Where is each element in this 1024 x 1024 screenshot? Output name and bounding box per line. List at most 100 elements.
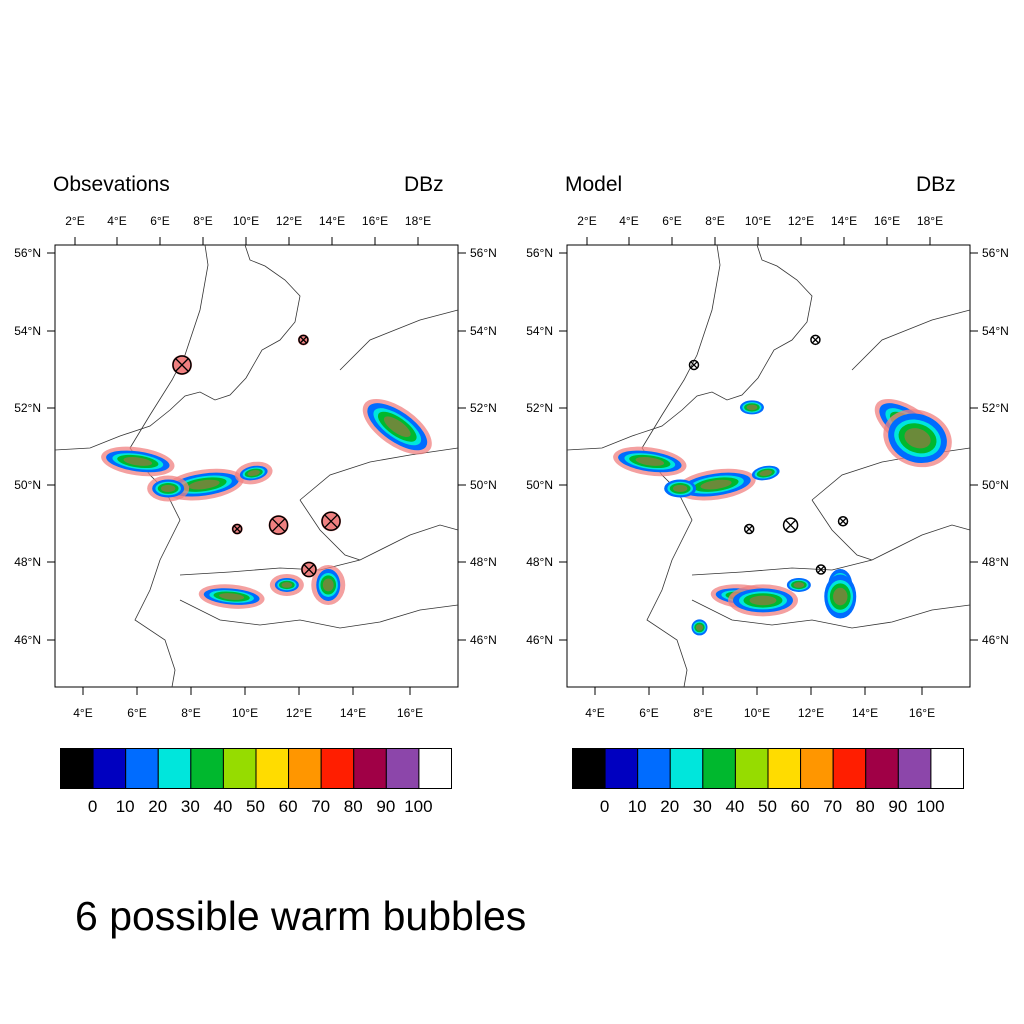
colorbar-swatch: [418, 748, 452, 789]
observations-panel: Obsevations DBz 2°E 4°E 6°E 8°E 10°E 12°E 14°E…: [14, 173, 497, 821]
units-label: DBz: [916, 173, 956, 196]
cell-dbz-core: [759, 470, 772, 476]
colorbar-swatch: [353, 748, 387, 789]
lat-label-left: 46°N: [14, 633, 41, 647]
lat-label-left: 56°N: [526, 246, 553, 260]
colorbar-swatch: [930, 748, 964, 789]
colorbar-tick-label: 90: [888, 797, 908, 816]
panel-title: Obsevations: [53, 173, 170, 196]
radar-cell: [101, 446, 175, 477]
lon-label-top: 6°E: [150, 214, 169, 228]
lat-label-right: 56°N: [982, 246, 1009, 260]
border-line: [851, 309, 971, 371]
lon-label-bottom: 16°E: [397, 706, 423, 720]
lat-label-right: 56°N: [470, 246, 497, 260]
warm-bubble-marker: [231, 523, 243, 535]
colorbar-tick-label: 30: [692, 797, 712, 816]
colorbar-swatch: [255, 748, 290, 789]
colorbar-tick-label: 100: [404, 797, 433, 816]
colorbar-tick-label: 70: [823, 797, 843, 816]
lon-label-top: 18°E: [917, 214, 943, 228]
lat-label-right: 50°N: [470, 478, 497, 492]
lon-label-top: 10°E: [745, 214, 771, 228]
lon-label-top: 6°E: [662, 214, 681, 228]
radar-cell: [691, 619, 708, 636]
colorbar-swatch: [865, 748, 899, 789]
colorbar-tick-label: 80: [343, 797, 363, 816]
lat-label-right: 54°N: [982, 324, 1009, 338]
colorbar-tick-label: 90: [376, 797, 396, 816]
model-map: 2°E 4°E 6°E 8°E 10°E 12°E 14°E 16°E 18°E 4°E 6°E 8°…: [526, 214, 1009, 720]
colorbar-tick-label: 10: [627, 797, 647, 816]
colorbar-swatch: [832, 748, 867, 789]
radar-cell: [164, 468, 244, 501]
bubble-cross: [175, 358, 189, 372]
border-line: [691, 599, 971, 629]
lon-label-bottom: 6°E: [639, 706, 658, 720]
lon-label-bottom: 10°E: [232, 706, 258, 720]
lat-label-left: 52°N: [14, 401, 41, 415]
colorbar-tick-label: 60: [278, 797, 298, 816]
border-line: [339, 309, 459, 371]
warm-bubble-marker: [297, 334, 309, 346]
colorbar-tick-label: 30: [180, 797, 200, 816]
lat-label-left: 56°N: [14, 246, 41, 260]
bubble-cross: [324, 514, 338, 529]
bubble-cross: [811, 336, 820, 344]
lon-label-top: 4°E: [619, 214, 638, 228]
warm-bubble-marker: [782, 517, 799, 533]
radar-cell: [147, 475, 190, 502]
lon-label-bottom: 12°E: [798, 706, 824, 720]
radar-cell: [362, 398, 432, 455]
lat-label-left: 48°N: [526, 555, 553, 569]
radar-cell: [824, 574, 857, 619]
units-label: DBz: [404, 173, 444, 196]
border-line: [691, 524, 971, 576]
cell-dbz-core: [746, 404, 758, 411]
cell-dbz-core: [904, 428, 931, 449]
radar-cell: [786, 577, 811, 592]
lon-label-bottom: 6°E: [127, 706, 146, 720]
bubble-cross: [839, 517, 847, 525]
bubble-circle: [231, 523, 243, 535]
colorbar-swatch: [800, 748, 834, 789]
lon-label-top: 2°E: [577, 214, 596, 228]
colorbar-swatch: [385, 748, 420, 789]
lon-label-top: 14°E: [319, 214, 345, 228]
colorbar-swatch: [767, 748, 802, 789]
radar-cell: [664, 479, 697, 498]
colorbar-swatch: [125, 748, 159, 789]
border-line: [566, 244, 813, 451]
lat-label-left: 52°N: [526, 401, 553, 415]
warm-bubble-marker: [688, 359, 700, 371]
cell-dbz-core: [635, 457, 665, 466]
colorbar-tick-label: 50: [246, 797, 265, 816]
colorbar-tick-label: 60: [790, 797, 810, 816]
colorbar-swatch: [604, 748, 639, 789]
radar-cell: [739, 400, 764, 415]
colorbar-labels: 0 10 20 30 40 50 60 70 80 90 100: [60, 797, 460, 821]
lon-label-top: 14°E: [831, 214, 857, 228]
bubble-circle: [782, 517, 799, 533]
colorbar-swatch: [92, 748, 127, 789]
colorbar-tick-label: 0: [599, 797, 610, 816]
lon-label-bottom: 4°E: [73, 706, 92, 720]
colorbar-swatch: [637, 748, 671, 789]
lat-label-right: 54°N: [470, 324, 497, 338]
radar-cell: [751, 465, 780, 481]
colorbar-tick-label: 80: [855, 797, 875, 816]
bubble-cross: [690, 361, 698, 369]
radar-cell: [883, 409, 952, 468]
lon-label-bottom: 10°E: [744, 706, 770, 720]
colorbar-tick-label: 10: [115, 797, 135, 816]
lon-label-bottom: 16°E: [909, 706, 935, 720]
bubble-circle: [298, 334, 309, 346]
warm-bubble-marker: [321, 511, 342, 532]
bubble-cross: [299, 336, 308, 344]
lon-label-bottom: 14°E: [340, 706, 366, 720]
colorbar-swatch: [897, 748, 932, 789]
bubble-circle: [301, 561, 317, 578]
colorbar-swatch: [669, 748, 704, 789]
lon-label-top: 10°E: [233, 214, 259, 228]
lat-label-right: 50°N: [982, 478, 1009, 492]
